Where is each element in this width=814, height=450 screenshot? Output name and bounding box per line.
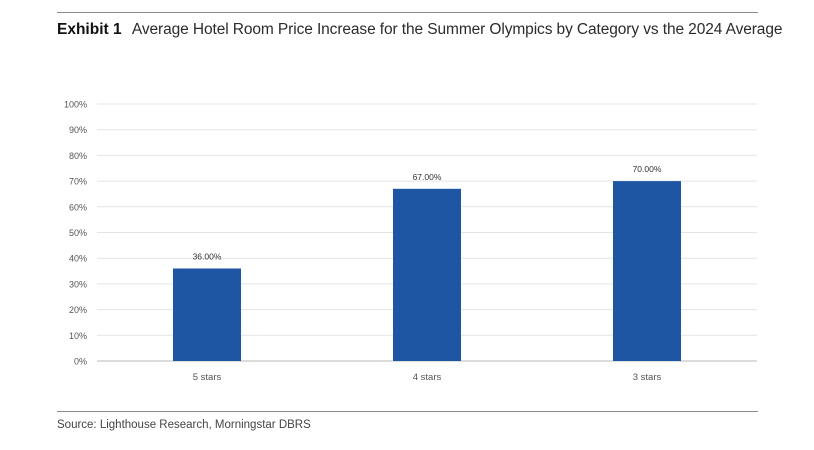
bar <box>393 188 461 361</box>
bottom-divider <box>57 411 758 412</box>
data-label: 70.00% <box>633 164 662 174</box>
y-tick-label: 100% <box>64 100 87 110</box>
chart-title: Average Hotel Room Price Increase for th… <box>131 21 783 38</box>
y-tick-label: 20% <box>69 305 87 315</box>
y-tick-label: 40% <box>69 254 87 264</box>
data-label: 36.00% <box>193 251 222 261</box>
y-tick-label: 0% <box>74 357 87 367</box>
source-note: Source: Lighthouse Research, Morningstar… <box>57 419 311 431</box>
y-tick-label: 70% <box>69 177 87 187</box>
x-tick-label: 3 stars <box>633 372 662 383</box>
top-divider <box>57 12 758 13</box>
exhibit-label: Exhibit 1 <box>57 21 122 38</box>
bar-chart: 0% 10% 20% 30% 40% 50% 60% 70% 80% 90% 100% 36.00% 5… <box>64 100 757 383</box>
exhibit-header: Exhibit 1 Average Hotel Room Price Incre… <box>57 20 782 40</box>
x-tick-label: 5 stars <box>193 372 222 383</box>
bar <box>173 268 241 361</box>
y-tick-label: 80% <box>69 151 87 161</box>
y-tick-label: 10% <box>69 331 87 341</box>
y-tick-label: 60% <box>69 202 87 212</box>
y-tick-label: 30% <box>69 279 87 289</box>
bar <box>613 181 681 361</box>
data-label: 67.00% <box>413 172 442 182</box>
y-tick-label: 90% <box>69 125 87 135</box>
x-tick-label: 4 stars <box>413 372 442 383</box>
y-tick-label: 50% <box>69 228 87 238</box>
